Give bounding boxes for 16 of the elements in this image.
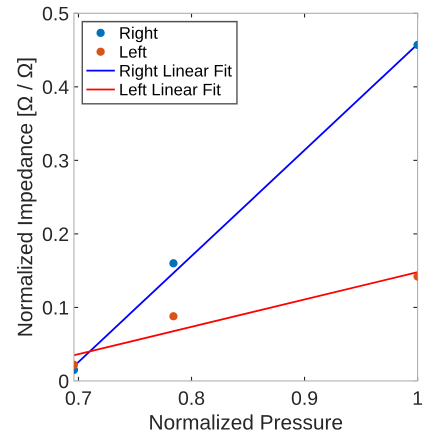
x-tick-label: 0.8 [178, 391, 204, 405]
y-tick-label: 0.1 [42, 300, 68, 315]
legend-label: Left Linear Fit [120, 83, 221, 96]
legend-label: Right Linear Fit [120, 64, 232, 80]
x-axis-title: Normalized Pressure [150, 414, 342, 430]
y-tick-label: 0 [59, 374, 68, 388]
y-tick-label: 0.5 [42, 6, 68, 21]
x-tick-label: 1 [414, 391, 422, 405]
y-tick-label: 0.2 [42, 227, 68, 242]
legend-label: Right [120, 26, 158, 42]
x-tick-label: 0.7 [66, 391, 92, 405]
legend-label: Left [120, 46, 147, 58]
y-tick-label: 0.4 [42, 80, 69, 94]
y-tick-label: 0.3 [42, 154, 68, 168]
y-axis-title: Normalized Impedance [Ω / Ω] [17, 58, 37, 336]
x-tick-label: 0.9 [292, 391, 318, 405]
